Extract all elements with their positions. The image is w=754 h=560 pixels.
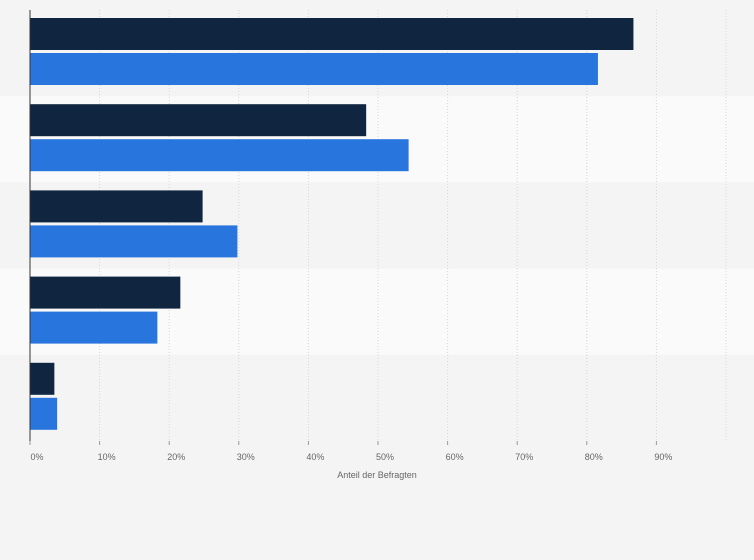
- x-tick-label: 40%: [306, 452, 324, 462]
- x-tick-label: 80%: [585, 452, 603, 462]
- bar: [30, 190, 203, 223]
- bar: [30, 139, 409, 172]
- bar: [30, 397, 58, 430]
- x-tick-label: 70%: [515, 452, 533, 462]
- x-tick-labels: 0% 10% 20% 30% 40% 50% 60% 70% 80% 90%: [29, 441, 672, 462]
- bar: [30, 311, 158, 344]
- x-tick-label: 0%: [30, 452, 43, 462]
- bar: [30, 18, 634, 50]
- bar: [30, 104, 367, 137]
- x-tick-label: 30%: [237, 452, 255, 462]
- x-tick-label: 10%: [98, 452, 116, 462]
- x-tick-label: 60%: [446, 452, 464, 462]
- x-tick-label: 90%: [654, 452, 672, 462]
- x-tick-label: 20%: [167, 452, 185, 462]
- bar: [30, 225, 238, 258]
- bar: [30, 53, 598, 85]
- category-band: [0, 354, 754, 441]
- bar: [30, 276, 181, 309]
- bar: [30, 362, 55, 395]
- x-axis-title: Anteil der Befragten: [337, 470, 417, 480]
- x-tick-label: 50%: [376, 452, 394, 462]
- bars: [30, 18, 634, 430]
